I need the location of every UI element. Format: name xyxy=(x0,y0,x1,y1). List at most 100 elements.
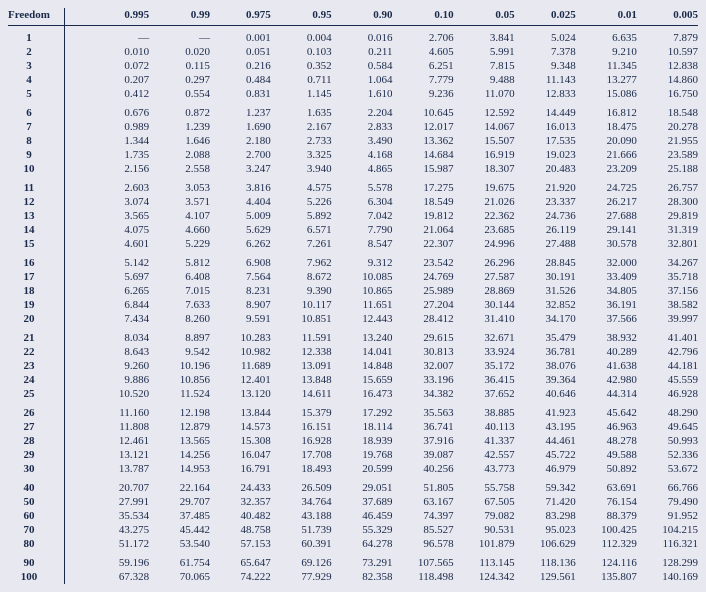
table-row: 144.0754.6605.6296.5717.79021.06423.6852… xyxy=(8,223,698,237)
value-cell: 33.924 xyxy=(454,345,515,359)
header-p9: 0.005 xyxy=(637,8,698,26)
value-cell: 13.362 xyxy=(392,134,453,148)
value-cell: 40.646 xyxy=(515,387,576,401)
value-cell: 26.509 xyxy=(271,476,332,495)
df-cell: 100 xyxy=(8,570,64,584)
value-cell: 22.362 xyxy=(454,209,515,223)
value-cell: 52.336 xyxy=(637,448,698,462)
value-cell: 1.690 xyxy=(210,120,271,134)
df-cell: 13 xyxy=(8,209,64,223)
value-cell: 28.845 xyxy=(515,251,576,270)
value-cell: 15.987 xyxy=(392,162,453,176)
value-cell: 19.675 xyxy=(454,176,515,195)
value-cell: 0.004 xyxy=(271,26,332,46)
value-cell: 12.833 xyxy=(515,87,576,101)
value-cell: 2.180 xyxy=(210,134,271,148)
value-cell: 0.584 xyxy=(332,59,393,73)
table-row: 8051.17253.54057.15360.39164.27896.57810… xyxy=(8,537,698,551)
value-cell: 96.578 xyxy=(392,537,453,551)
value-cell: 10.597 xyxy=(637,45,698,59)
value-cell: 51.805 xyxy=(392,476,453,495)
value-cell: 0.010 xyxy=(64,45,149,59)
value-cell: 107.565 xyxy=(392,551,453,570)
df-cell: 6 xyxy=(8,101,64,120)
value-cell: 21.064 xyxy=(392,223,453,237)
value-cell: 65.647 xyxy=(210,551,271,570)
value-cell: 6.304 xyxy=(332,195,393,209)
value-cell: 37.156 xyxy=(637,284,698,298)
header-freedom: Freedom xyxy=(8,8,64,26)
value-cell: 32.671 xyxy=(454,326,515,345)
value-cell: 48.758 xyxy=(210,523,271,537)
value-cell: 8.907 xyxy=(210,298,271,312)
value-cell: 45.442 xyxy=(149,523,210,537)
value-cell: 35.172 xyxy=(454,359,515,373)
value-cell: 3.053 xyxy=(149,176,210,195)
value-cell: 1.145 xyxy=(271,87,332,101)
value-cell: 39.087 xyxy=(392,448,453,462)
value-cell: 18.475 xyxy=(576,120,637,134)
value-cell: 0.051 xyxy=(210,45,271,59)
value-cell: 67.505 xyxy=(454,495,515,509)
value-cell: 44.314 xyxy=(576,387,637,401)
table-row: 3013.78714.95316.79118.49320.59940.25643… xyxy=(8,462,698,476)
df-cell: 8 xyxy=(8,134,64,148)
value-cell: 21.920 xyxy=(515,176,576,195)
value-cell: 37.652 xyxy=(454,387,515,401)
value-cell: 101.879 xyxy=(454,537,515,551)
value-cell: 35.563 xyxy=(392,401,453,420)
value-cell: 10.085 xyxy=(332,270,393,284)
value-cell: 70.065 xyxy=(149,570,210,584)
value-cell: 27.991 xyxy=(64,495,149,509)
value-cell: 11.591 xyxy=(271,326,332,345)
value-cell: 12.443 xyxy=(332,312,393,326)
value-cell: 31.319 xyxy=(637,223,698,237)
value-cell: 129.561 xyxy=(515,570,576,584)
value-cell: 48.278 xyxy=(576,434,637,448)
value-cell: 16.473 xyxy=(332,387,393,401)
value-cell: 3.940 xyxy=(271,162,332,176)
value-cell: 14.953 xyxy=(149,462,210,476)
value-cell: 19.812 xyxy=(392,209,453,223)
df-cell: 9 xyxy=(8,148,64,162)
value-cell: 88.379 xyxy=(576,509,637,523)
value-cell: 118.136 xyxy=(515,551,576,570)
value-cell: 1.237 xyxy=(210,101,271,120)
value-cell: 0.115 xyxy=(149,59,210,73)
value-cell: 13.848 xyxy=(271,373,332,387)
chi-square-table: Freedom 0.995 0.99 0.975 0.95 0.90 0.10 … xyxy=(8,8,698,584)
value-cell: 2.558 xyxy=(149,162,210,176)
value-cell: 0.001 xyxy=(210,26,271,46)
value-cell: 45.722 xyxy=(515,448,576,462)
value-cell: 10.982 xyxy=(210,345,271,359)
value-cell: 9.542 xyxy=(149,345,210,359)
value-cell: 8.231 xyxy=(210,284,271,298)
table-row: 228.6439.54210.98212.33814.04130.81333.9… xyxy=(8,345,698,359)
value-cell: 49.588 xyxy=(576,448,637,462)
value-cell: 19.768 xyxy=(332,448,393,462)
value-cell: 2.833 xyxy=(332,120,393,134)
value-cell: 5.229 xyxy=(149,237,210,251)
value-cell: 118.498 xyxy=(392,570,453,584)
value-cell: 1.646 xyxy=(149,134,210,148)
value-cell: 3.816 xyxy=(210,176,271,195)
value-cell: 11.070 xyxy=(454,87,515,101)
df-cell: 60 xyxy=(8,509,64,523)
value-cell: 15.086 xyxy=(576,87,637,101)
header-p5: 0.10 xyxy=(392,8,453,26)
value-cell: 2.156 xyxy=(64,162,149,176)
value-cell: 11.689 xyxy=(210,359,271,373)
table-row: 81.3441.6462.1802.7333.49013.36215.50717… xyxy=(8,134,698,148)
value-cell: 17.292 xyxy=(332,401,393,420)
table-row: 5027.99129.70732.35734.76437.68963.16767… xyxy=(8,495,698,509)
value-cell: 2.706 xyxy=(392,26,453,46)
value-cell: 4.107 xyxy=(149,209,210,223)
value-cell: 11.524 xyxy=(149,387,210,401)
value-cell: 0.103 xyxy=(271,45,332,59)
value-cell: 10.520 xyxy=(64,387,149,401)
value-cell: 34.764 xyxy=(271,495,332,509)
value-cell: 32.801 xyxy=(637,237,698,251)
value-cell: 13.091 xyxy=(271,359,332,373)
table-row: 7043.27545.44248.75851.73955.32985.52790… xyxy=(8,523,698,537)
value-cell: 73.291 xyxy=(332,551,393,570)
